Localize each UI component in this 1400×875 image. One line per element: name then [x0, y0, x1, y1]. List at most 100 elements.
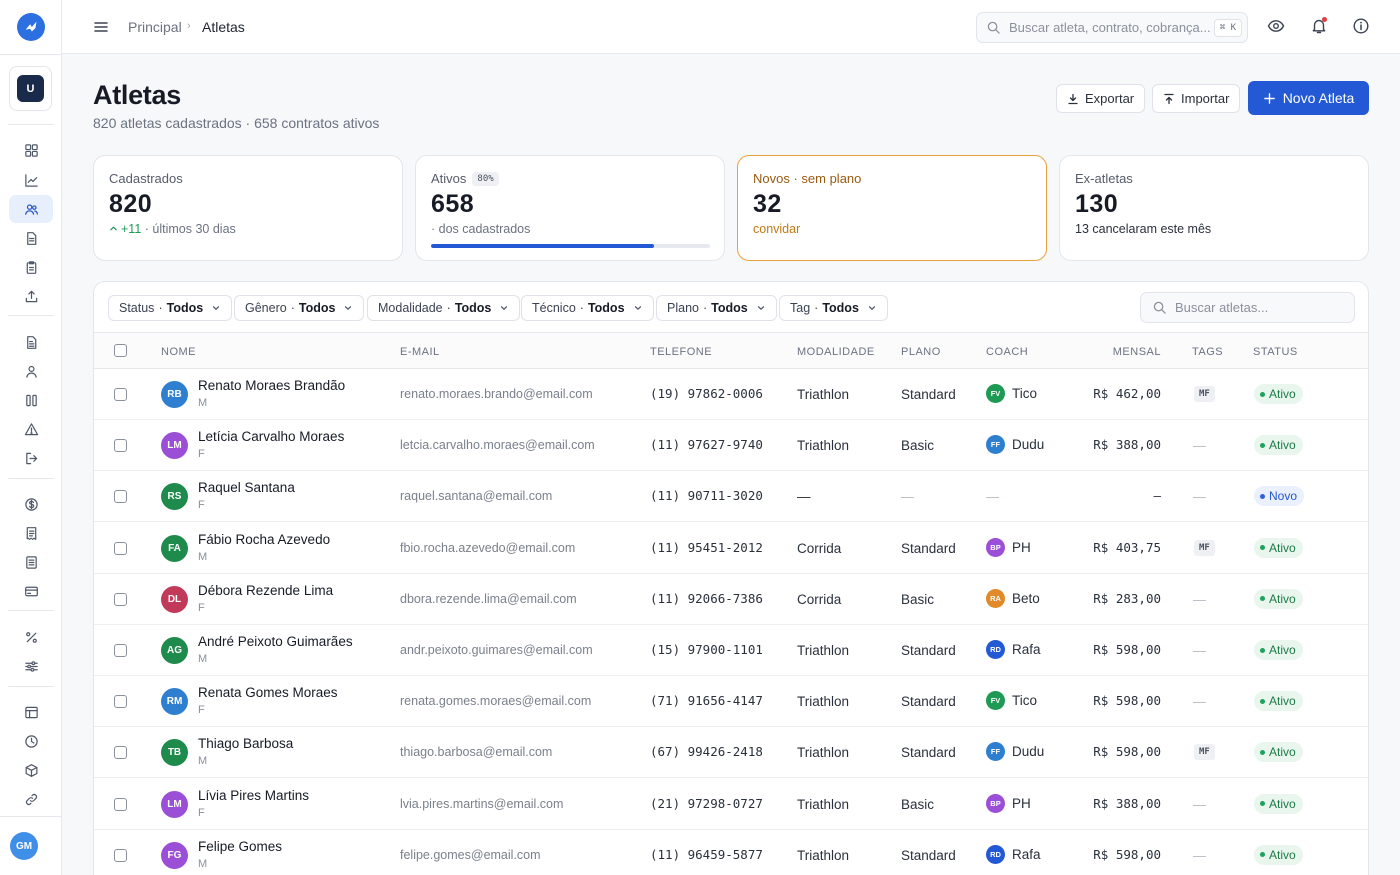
row-checkbox[interactable]: [114, 439, 127, 453]
row-checkbox[interactable]: [114, 746, 127, 760]
athlete-name[interactable]: Fábio Rocha Azevedo: [198, 531, 331, 547]
sidebar-item-list[interactable]: [9, 548, 53, 576]
athlete-email[interactable]: raquel.santana@email.com: [400, 489, 553, 504]
sidebar-item-alert[interactable]: [9, 415, 53, 443]
sidebar-item-chart[interactable]: [9, 166, 53, 194]
athlete-name[interactable]: Raquel Santana: [198, 480, 295, 496]
sidebar-item-card[interactable]: [9, 577, 53, 605]
coach-cell[interactable]: FF Dudu: [986, 742, 1044, 762]
filter-tag[interactable]: Tag · Todos: [779, 295, 888, 321]
row-checkbox[interactable]: [114, 388, 127, 401]
sidebar-item-document[interactable]: [9, 224, 53, 252]
row-checkbox[interactable]: [114, 490, 127, 504]
sidebar-item-link[interactable]: [9, 785, 53, 813]
sidebar-item-table[interactable]: [9, 698, 53, 726]
select-all-checkbox[interactable]: [114, 344, 127, 357]
athlete-name[interactable]: Renato Moraes Brandão: [198, 378, 346, 393]
eye-icon[interactable]: [1267, 17, 1285, 35]
sidebar-item-sliders[interactable]: [9, 652, 53, 680]
menu-icon[interactable]: [92, 18, 110, 36]
athlete-email[interactable]: renata.gomes.moraes@email.com: [400, 694, 592, 709]
filter-modalidade[interactable]: Modalidade · Todos: [367, 295, 521, 321]
stat-card-ativos[interactable]: Ativos 80% 658 · dos cadastrados: [415, 155, 725, 261]
sidebar-item-dashboard[interactable]: [9, 136, 53, 164]
column-header-plano[interactable]: PLANO: [901, 346, 941, 358]
sidebar-item-logout[interactable]: [9, 444, 53, 472]
new-athlete-button[interactable]: Novo Atleta: [1248, 81, 1369, 115]
athlete-email[interactable]: andr.peixoto.guimares@email.com: [400, 643, 593, 657]
stat-card-ex-atletas[interactable]: Ex-atletas 130 13 cancelaram este mês: [1059, 155, 1369, 261]
table-search-input[interactable]: [1175, 300, 1345, 315]
row-checkbox[interactable]: [114, 592, 127, 606]
coach-cell[interactable]: BP PH: [986, 793, 1031, 813]
sidebar-item-receipt[interactable]: [9, 519, 53, 547]
invite-link[interactable]: convidar: [753, 222, 801, 236]
sidebar-item-users[interactable]: [9, 195, 53, 223]
athlete-email[interactable]: letcia.carvalho.moraes@email.com: [400, 438, 595, 453]
coach-cell[interactable]: FV Tico: [986, 384, 1037, 403]
row-checkbox[interactable]: [114, 541, 127, 555]
coach-cell[interactable]: RD Rafa: [986, 844, 1041, 864]
export-button[interactable]: Exportar: [1056, 84, 1146, 113]
bell-icon[interactable]: [1310, 17, 1328, 35]
column-header-status[interactable]: STATUS: [1253, 346, 1298, 358]
column-header-mensal[interactable]: MENSAL: [1112, 346, 1161, 358]
row-checkbox[interactable]: [114, 848, 127, 862]
athlete-name[interactable]: Felipe Gomes: [198, 838, 283, 854]
athlete-email[interactable]: thiago.barbosa@email.com: [400, 745, 553, 760]
app-logo[interactable]: [17, 13, 45, 41]
column-header-nome[interactable]: NOME: [161, 346, 196, 358]
athlete-name[interactable]: Letícia Carvalho Moraes: [198, 429, 345, 445]
sidebar-item-file[interactable]: [9, 328, 53, 356]
athlete-name[interactable]: André Peixoto Guimarães: [198, 634, 353, 649]
coach-cell[interactable]: BP PH: [986, 537, 1031, 557]
user-avatar[interactable]: GM: [10, 832, 38, 860]
athlete-name[interactable]: Lívia Pires Martins: [198, 787, 310, 803]
athlete-email[interactable]: fbio.rocha.azevedo@email.com: [400, 540, 576, 555]
athlete-name[interactable]: Débora Rezende Lima: [198, 582, 334, 598]
column-header-modalidade[interactable]: MODALIDADE: [797, 346, 875, 358]
column-header-coach[interactable]: COACH: [986, 346, 1029, 358]
filter-tecnico[interactable]: Técnico · Todos: [521, 295, 654, 321]
coach-cell[interactable]: FF Dudu: [986, 435, 1044, 455]
coach-cell[interactable]: RD Rafa: [986, 640, 1041, 659]
filter-plano[interactable]: Plano · Todos: [656, 295, 777, 321]
sidebar-item-percent[interactable]: [9, 623, 53, 651]
athlete-name[interactable]: Thiago Barbosa: [198, 736, 294, 752]
athlete-name[interactable]: Renata Gomes Moraes: [198, 685, 338, 701]
workspace-switcher[interactable]: U: [9, 66, 52, 111]
athlete-email[interactable]: renato.moraes.brando@email.com: [400, 387, 593, 401]
sidebar-item-user[interactable]: [9, 357, 53, 385]
sidebar-item-dollar[interactable]: [9, 490, 53, 518]
filter-genero[interactable]: Gênero · Todos: [234, 295, 365, 321]
sidebar-item-box[interactable]: [9, 756, 53, 784]
stat-card-cadastrados[interactable]: Cadastrados 820 +11 · últimos 30 dias: [93, 155, 403, 261]
sidebar-item-clock[interactable]: [9, 727, 53, 755]
row-checkbox[interactable]: [114, 644, 127, 657]
sidebar-item-clipboard[interactable]: [9, 253, 53, 281]
athlete-email[interactable]: felipe.gomes@email.com: [400, 847, 541, 862]
column-header-email[interactable]: E-MAIL: [400, 346, 440, 358]
column-header-telefone[interactable]: TELEFONE: [650, 346, 713, 358]
stat-card-novos[interactable]: Novos · sem plano 32 convidar: [737, 155, 1047, 261]
table-search[interactable]: [1140, 292, 1355, 323]
import-button[interactable]: Importar: [1152, 84, 1241, 113]
coach-cell[interactable]: RA Beto: [986, 588, 1040, 608]
row-checkbox[interactable]: [114, 797, 127, 811]
breadcrumb-home[interactable]: Principal: [128, 19, 182, 35]
athlete-email[interactable]: lvia.pires.martins@email.com: [400, 796, 564, 811]
coach-cell[interactable]: FV Tico: [986, 691, 1037, 711]
filter-status[interactable]: Status · Todos: [108, 295, 233, 321]
sidebar-item-columns[interactable]: [9, 386, 53, 414]
sidebar-item-upload[interactable]: [9, 282, 53, 310]
column-header-tags[interactable]: TAGS: [1192, 346, 1224, 358]
info-icon[interactable]: [1352, 17, 1370, 35]
